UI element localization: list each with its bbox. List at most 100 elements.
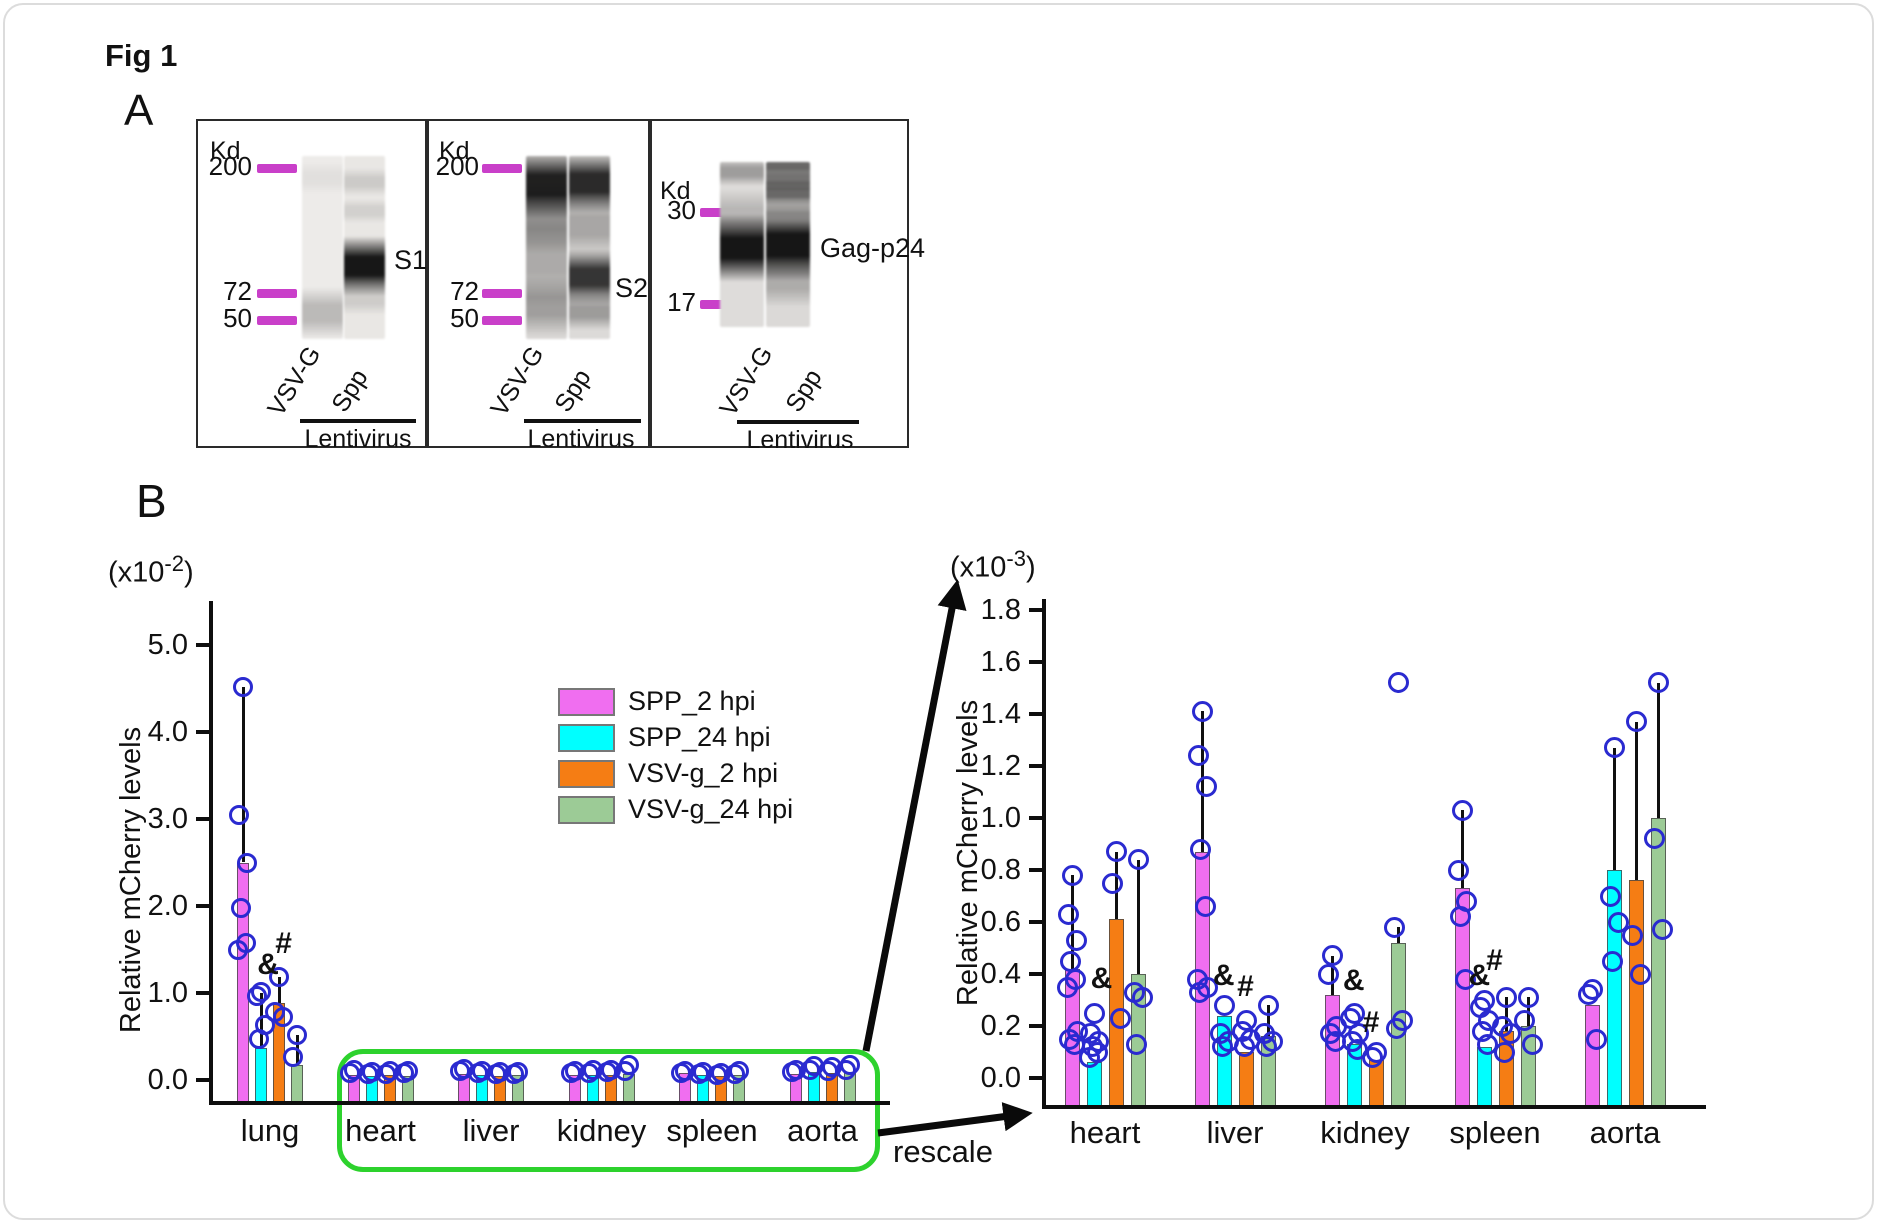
significance-annotation: # (1237, 969, 1254, 1003)
data-point (1189, 838, 1211, 860)
data-point (1621, 924, 1643, 946)
blot-lane (569, 156, 610, 339)
band-label: Gag-p24 (820, 233, 926, 263)
error-bar (241, 686, 245, 863)
data-point (1211, 1036, 1233, 1058)
scale-exponent: -3 (1006, 546, 1026, 571)
y-tick-label: 1.8 (980, 594, 1021, 626)
data-point (504, 1063, 524, 1084)
data-point (1057, 903, 1079, 925)
blot-lane (766, 162, 810, 327)
category-label: spleen (1449, 1115, 1541, 1150)
data-point (1577, 984, 1599, 1006)
data-point (1078, 1046, 1100, 1068)
y-tick-label: 5.0 (147, 629, 188, 661)
mw-marker-label: 72 (450, 276, 479, 306)
blot-lane (720, 162, 764, 327)
axis-scale-label: (x10-3) (950, 546, 1036, 584)
data-point (1629, 963, 1651, 985)
data-point (1449, 906, 1471, 928)
lane-underline (524, 419, 641, 423)
legend-swatch (558, 723, 615, 752)
data-point (1383, 916, 1405, 938)
y-tick (1029, 972, 1043, 976)
data-point (283, 1046, 303, 1067)
data-point (1131, 986, 1153, 1008)
legend-swatch (558, 687, 615, 716)
mw-marker-dash (482, 289, 522, 298)
y-axis (209, 601, 213, 1105)
y-tick (1029, 608, 1043, 612)
category-label: lung (240, 1113, 300, 1148)
error-bar (1504, 997, 1508, 1032)
significance-annotation: & (257, 947, 279, 981)
group-label: Lentivirus (746, 426, 854, 454)
data-point (1125, 1033, 1147, 1055)
panel-b-label: B (136, 475, 167, 527)
data-point (1643, 828, 1665, 850)
y-tick-label: 3.0 (147, 803, 188, 835)
data-point (1513, 1010, 1535, 1032)
data-point (287, 1024, 307, 1045)
data-point (1195, 776, 1217, 798)
category-label: kidney (556, 1113, 647, 1148)
data-point (1194, 895, 1216, 917)
y-tick (1029, 920, 1043, 924)
significance-annotation: & (1212, 959, 1235, 993)
axis-scale-label: (x10-2) (108, 551, 194, 589)
y-tick-label: 0.0 (147, 1064, 188, 1096)
legend-item: VSV-g_24 hpi (558, 794, 793, 825)
error-bar (1136, 859, 1140, 974)
data-point (1361, 1046, 1383, 1068)
data-point (1109, 1007, 1131, 1029)
data-point (1257, 994, 1279, 1016)
data-point (1127, 849, 1149, 871)
data-point (1647, 672, 1669, 694)
mw-marker-dash (257, 164, 297, 173)
significance-annotation: # (1362, 1006, 1380, 1039)
data-point (1105, 841, 1127, 863)
legend-label: SPP_2 hpi (628, 686, 756, 716)
data-point (1625, 711, 1647, 733)
blot-box: Kd 200 72 50 S1 VSV-G Spp Lentivirus (196, 119, 428, 453)
blot-box: Kd 30 17 Gag-p24 VSV-G Spp Lentivirus (650, 119, 925, 454)
data-point (233, 676, 253, 697)
legend-item: SPP_2 hpi (558, 686, 793, 717)
mw-marker-label: 200 (435, 151, 479, 181)
data-point (1255, 1036, 1277, 1058)
y-tick-label: 1.2 (980, 750, 1021, 782)
x-axis (1042, 1105, 1706, 1109)
data-point (1387, 672, 1409, 694)
legend-item: SPP_24 hpi (558, 722, 793, 753)
data-point (1521, 1033, 1543, 1055)
legend-label: VSV-g_24 hpi (628, 794, 794, 824)
data-point (1233, 1036, 1255, 1058)
data-point (1187, 745, 1209, 767)
band-label: S1 (394, 245, 428, 275)
data-point (1083, 1002, 1105, 1024)
legend-swatch (558, 795, 615, 824)
significance-annotation: & (1342, 964, 1365, 998)
y-axis (1042, 599, 1046, 1109)
rescale-label: rescale (893, 1134, 993, 1169)
y-tick (196, 904, 210, 908)
legend-item: VSV-g_2 hpi (558, 758, 793, 789)
mw-marker-label: 30 (667, 195, 696, 225)
category-label: liver (462, 1113, 520, 1148)
kd-label: Kd (210, 137, 241, 165)
y-tick-label: 0.0 (980, 1062, 1021, 1094)
category-label: aorta (787, 1113, 858, 1148)
data-point (1607, 911, 1629, 933)
y-tick (196, 1078, 210, 1082)
mw-marker-dash (482, 316, 522, 325)
kd-label: Kd (660, 177, 691, 205)
legend-label: VSV-g_2 hpi (628, 758, 779, 788)
lane-underline (737, 420, 859, 424)
category-label: heart (1069, 1115, 1141, 1150)
data-point (269, 967, 289, 988)
group-label: Lentivirus (527, 425, 635, 453)
data-point (1651, 919, 1673, 941)
y-tick (196, 817, 210, 821)
